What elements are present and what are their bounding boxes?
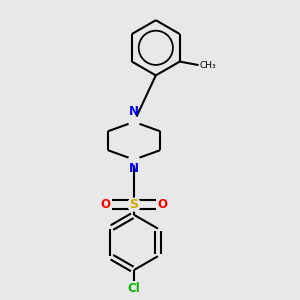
Text: N: N [129,162,139,175]
Text: S: S [130,198,139,211]
Text: O: O [157,198,167,211]
Text: Cl: Cl [128,282,140,295]
Text: CH₃: CH₃ [200,61,216,70]
Circle shape [129,117,139,127]
Circle shape [129,154,139,165]
Circle shape [128,198,140,211]
Text: O: O [101,198,111,211]
Text: N: N [129,105,139,119]
